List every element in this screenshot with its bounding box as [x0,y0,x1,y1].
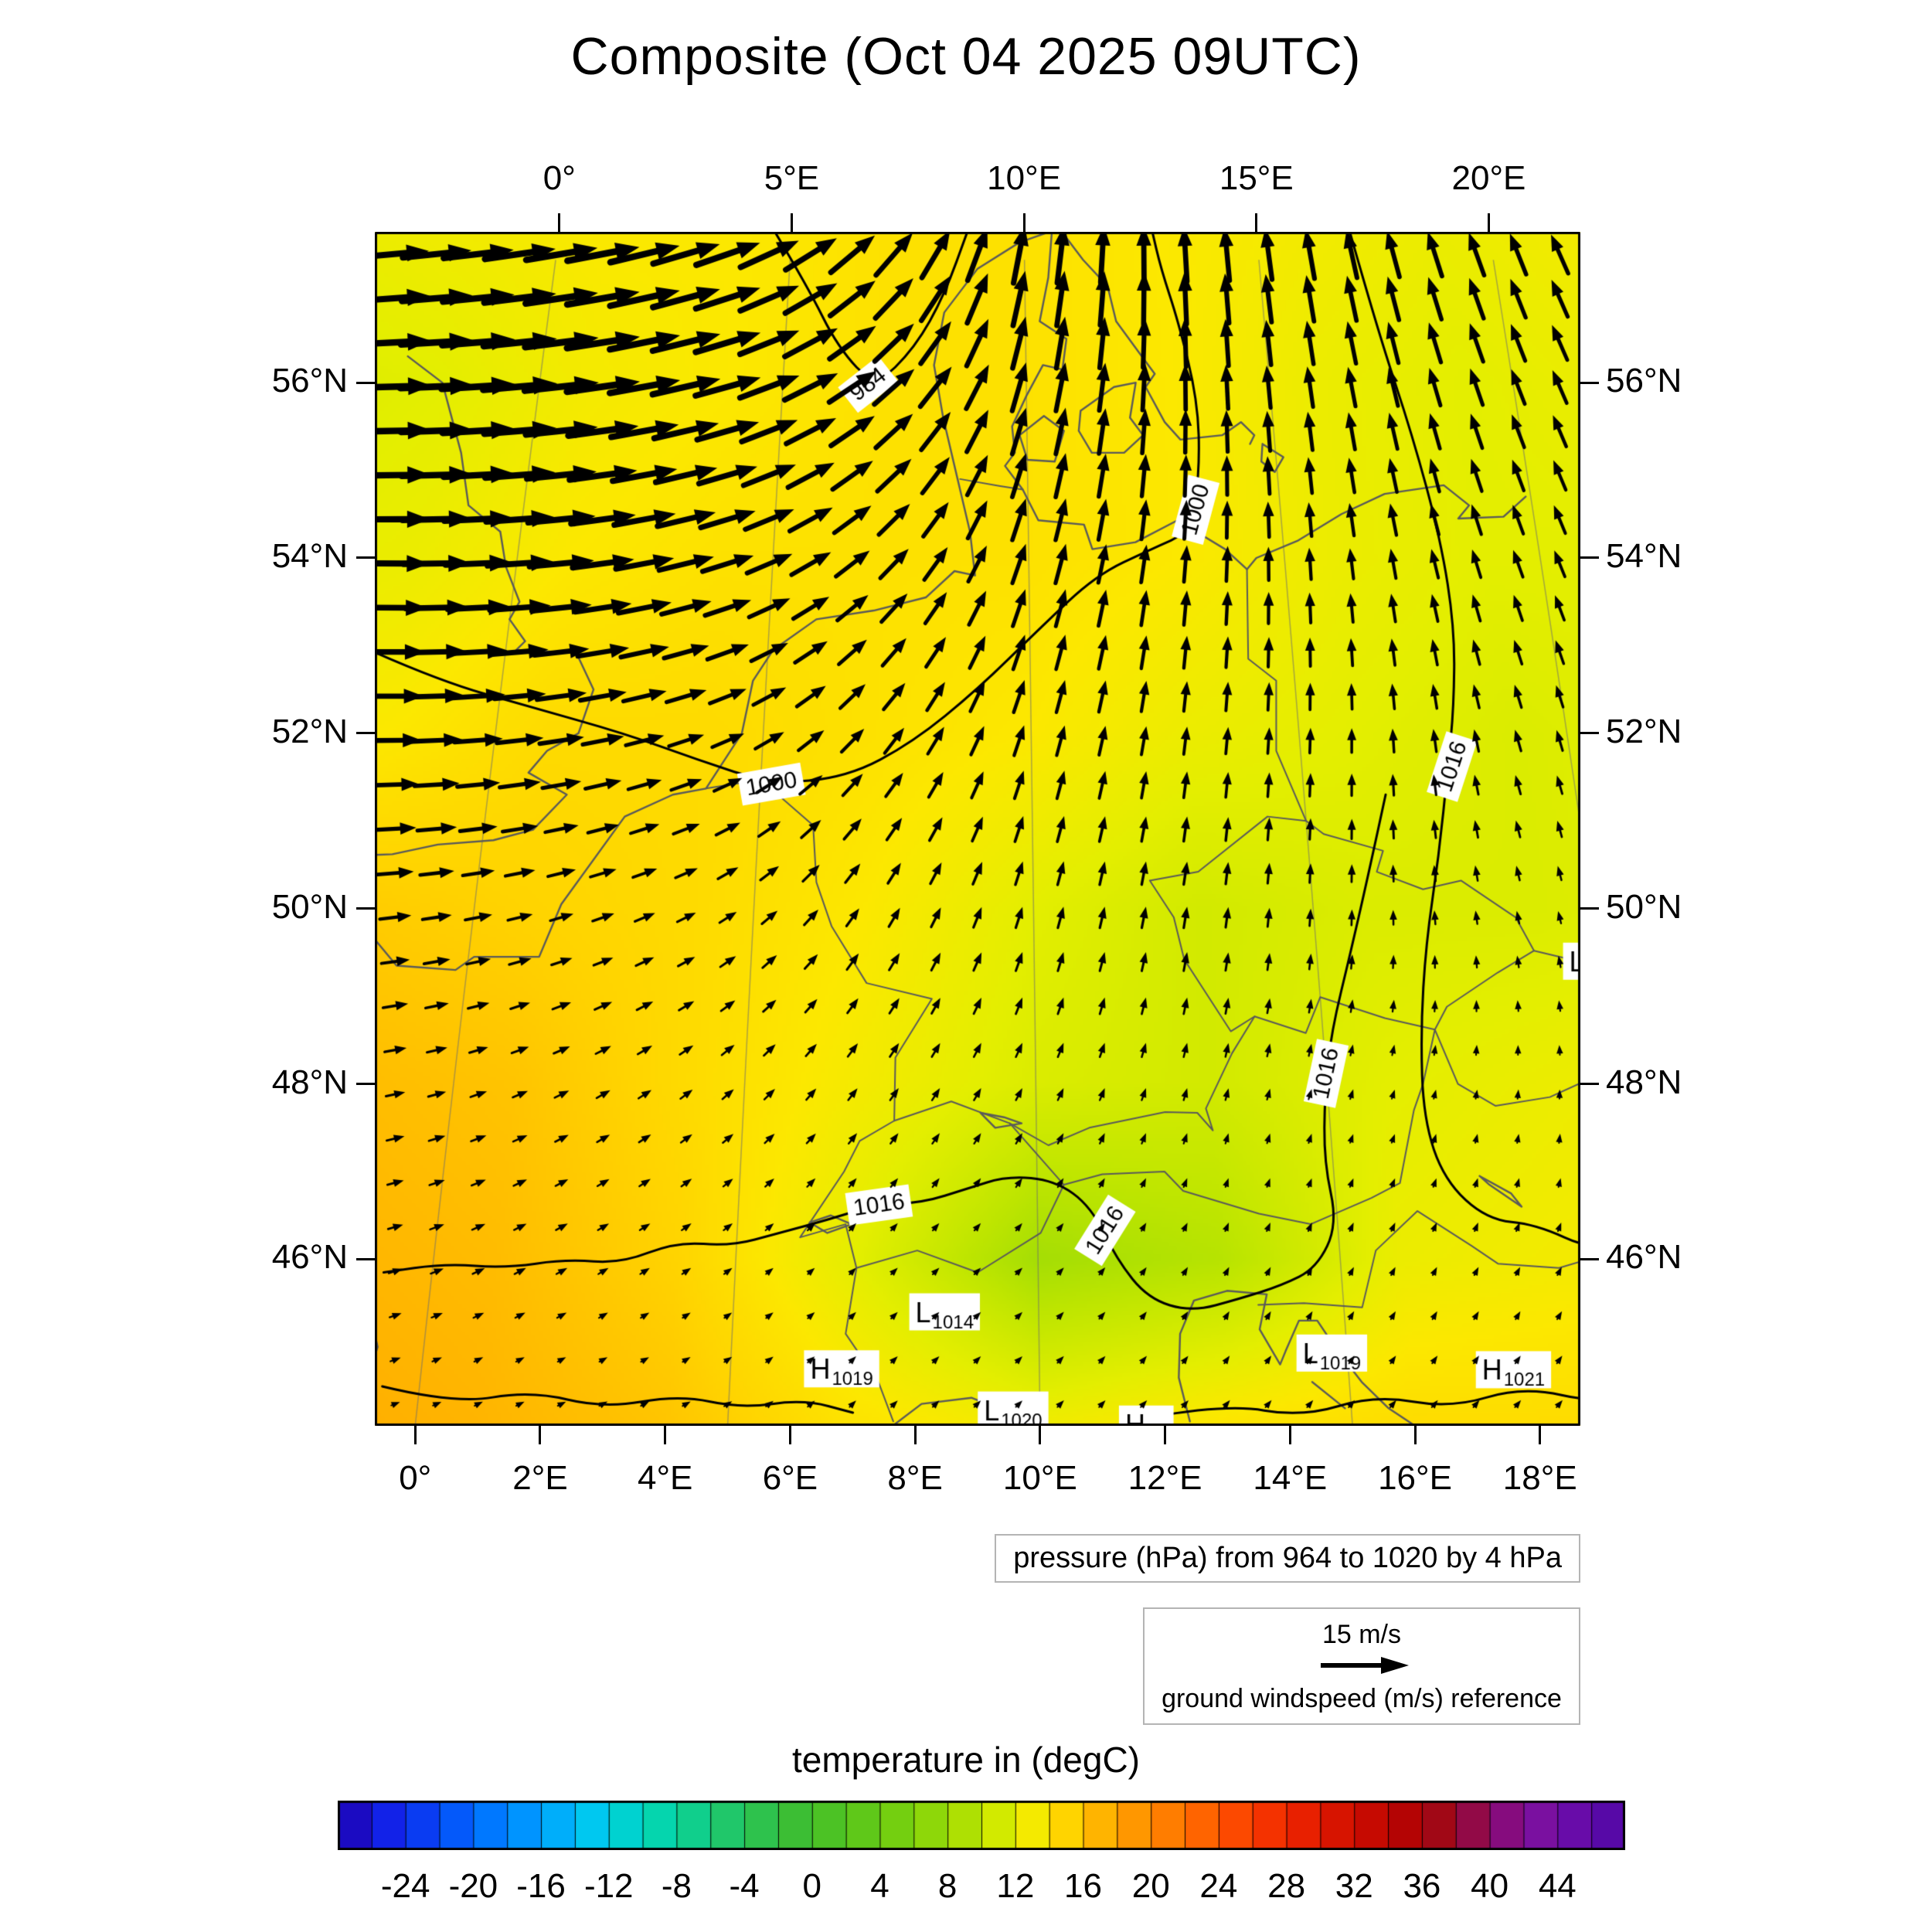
colorbar-tick-label: 8 [937,1867,957,1905]
colorbar-tick-label: 0 [802,1867,822,1905]
axis-tick [1539,1426,1542,1444]
map-canvas [375,232,1580,1426]
colorbar-tick-label: 44 [1538,1867,1577,1905]
colorbar-tick-label: -24 [380,1867,430,1905]
colorbar-tick-label: 24 [1199,1867,1238,1905]
axis-tick [356,907,375,910]
top-axis-label: 5°E [764,159,820,197]
lat-axis-label-right: 46°N [1606,1238,1682,1277]
axis-tick [413,1426,417,1444]
axis-tick [1288,1426,1291,1444]
colorbar-tick-label: -20 [448,1867,498,1905]
lat-axis-label-left: 52°N [271,712,348,750]
wind-reference-arrow-icon [1145,1651,1579,1682]
axis-tick [356,1083,375,1086]
lat-axis-label-right: 56°N [1606,362,1682,400]
lat-axis-label-left: 54°N [271,536,348,575]
bottom-axis-label: 12°E [1128,1459,1202,1497]
colorbar-tick-label: 36 [1403,1867,1441,1905]
colorbar-tick-label: -8 [661,1867,692,1905]
axis-tick [1022,213,1026,232]
lat-axis-label-left: 56°N [271,362,348,400]
lat-axis-label-right: 48°N [1606,1063,1682,1101]
axis-tick [788,1426,791,1444]
axis-tick [1487,213,1490,232]
axis-tick [1580,381,1599,384]
lat-axis-label-left: 48°N [271,1063,348,1101]
colorbar-canvas [338,1801,1625,1850]
colorbar-tick-label: -12 [583,1867,634,1905]
top-axis-label: 15°E [1219,159,1294,197]
axis-tick [356,556,375,560]
figure-title: Composite (Oct 04 2025 09UTC) [570,27,1362,86]
lat-axis-label-right: 52°N [1606,712,1682,750]
axis-tick [1039,1426,1042,1444]
wind-reference-speed-label: 15 m/s [1321,1620,1402,1649]
lat-axis-label-right: 50°N [1606,887,1682,926]
axis-tick [1580,907,1599,910]
bottom-axis-label: 2°E [512,1459,568,1497]
colorbar-tick-label: 12 [996,1867,1035,1905]
colorbar-tick-label: -4 [729,1867,760,1905]
colorbar-tick-label: 40 [1471,1867,1509,1905]
colorbar-tick-label: 16 [1064,1867,1102,1905]
top-axis-label: 20°E [1451,159,1526,197]
bottom-axis-label: 10°E [1002,1459,1077,1497]
axis-tick [664,1426,667,1444]
colorbar-title: temperature in (degC) [792,1740,1140,1780]
colorbar-tick-label: 20 [1131,1867,1170,1905]
axis-tick [790,213,793,232]
axis-tick [356,381,375,384]
lat-axis-label-left: 50°N [271,887,348,926]
axis-tick [1413,1426,1417,1444]
bottom-axis-label: 8°E [887,1459,943,1497]
wind-legend: 15 m/s ground windspeed (m/s) reference [1143,1607,1580,1725]
axis-tick [1255,213,1258,232]
axis-tick [356,732,375,735]
axis-tick [1580,1257,1599,1260]
colorbar-tick-label: 28 [1267,1867,1306,1905]
axis-tick [539,1426,542,1444]
bottom-axis-label: 4°E [637,1459,693,1497]
axis-tick [1580,732,1599,735]
top-axis-label: 10°E [987,159,1062,197]
lat-axis-label-left: 46°N [271,1238,348,1277]
axis-tick [558,213,561,232]
top-axis-label: 0° [543,159,576,197]
axis-tick [1164,1426,1167,1444]
wind-legend-caption: ground windspeed (m/s) reference [1162,1684,1562,1713]
pressure-caption: pressure (hPa) from 964 to 1020 by 4 hPa [995,1534,1580,1583]
axis-tick [913,1426,917,1444]
colorbar-tick-label: 4 [870,1867,889,1905]
axis-tick [1580,556,1599,560]
colorbar-tick-label: 32 [1335,1867,1373,1905]
bottom-axis-label: 14°E [1253,1459,1328,1497]
bottom-axis-label: 6°E [762,1459,818,1497]
bottom-axis-label: 18°E [1502,1459,1577,1497]
bottom-axis-label: 16°E [1378,1459,1452,1497]
bottom-axis-label: 0° [399,1459,432,1497]
lat-axis-label-right: 54°N [1606,536,1682,575]
axis-tick [356,1257,375,1260]
colorbar-tick-label: -16 [516,1867,566,1905]
axis-tick [1580,1083,1599,1086]
